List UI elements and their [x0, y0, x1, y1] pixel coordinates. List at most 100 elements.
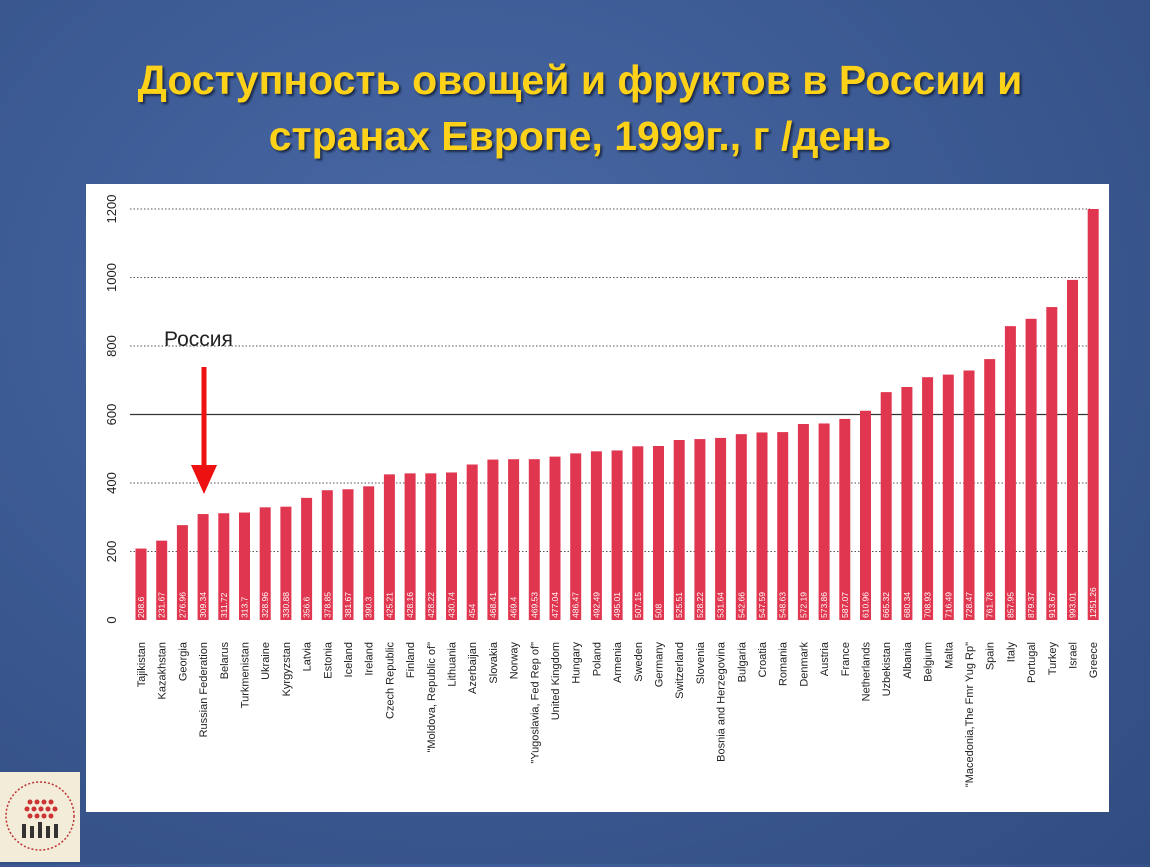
- category-label: Turkmenistan: [240, 642, 252, 708]
- value-label: 425.21: [384, 592, 394, 618]
- bar: [197, 514, 209, 620]
- bar: [1087, 209, 1099, 620]
- bar: [404, 473, 416, 620]
- bar: [984, 359, 996, 620]
- value-label: 330.88: [281, 592, 291, 618]
- bar: [259, 507, 271, 620]
- category-label: Russian Federation: [198, 642, 210, 737]
- category-label: Finland: [405, 642, 417, 678]
- slide-title: Доступность овощей и фруктов в России и …: [40, 52, 1120, 164]
- value-label: 525.51: [674, 592, 684, 618]
- y-tick-label: 1000: [104, 263, 119, 292]
- value-label: 716.49: [943, 592, 953, 618]
- value-label: 381.67: [343, 592, 353, 618]
- bars: [135, 209, 1099, 620]
- category-label: Belgium: [923, 642, 935, 682]
- category-label: Belarus: [219, 642, 231, 680]
- bar: [653, 446, 664, 620]
- value-label: 879.37: [1026, 592, 1036, 618]
- value-label: 469.4: [509, 596, 519, 618]
- category-label: Slovakia: [488, 641, 500, 683]
- bar: [673, 440, 685, 620]
- category-label: Germany: [654, 642, 666, 688]
- category-label: Croatia: [757, 641, 769, 677]
- value-label: 311.72: [219, 592, 229, 618]
- value-label: 665.32: [881, 592, 891, 618]
- category-label: Ireland: [364, 642, 376, 676]
- category-label: Kyrgyzstan: [281, 642, 293, 696]
- bar: [632, 446, 644, 620]
- category-label: Portugal: [1026, 642, 1038, 683]
- category-label: "Macedonia,The Fmr Yug Rp": [964, 642, 976, 787]
- category-label: Slovenia: [695, 641, 707, 684]
- value-label: 531.64: [716, 592, 726, 618]
- bar: [321, 490, 333, 620]
- bar: [797, 424, 809, 620]
- bar: [508, 459, 520, 620]
- value-label: 428.16: [405, 592, 415, 618]
- bar: [694, 439, 706, 620]
- bar: [301, 497, 313, 620]
- bar: [860, 410, 871, 620]
- value-label: 469.53: [529, 592, 539, 618]
- bar: [942, 374, 954, 620]
- category-label: Denmark: [798, 642, 810, 687]
- bar: [1025, 318, 1037, 620]
- bar: [922, 377, 934, 620]
- bar: [570, 453, 582, 620]
- bar: [1046, 307, 1058, 620]
- bar: [218, 513, 230, 620]
- y-tick-label: 800: [104, 335, 119, 357]
- value-label: 548.63: [778, 592, 788, 618]
- bar: [590, 451, 602, 620]
- category-label: France: [840, 642, 852, 676]
- bar: [549, 456, 561, 620]
- bar: [715, 437, 727, 620]
- value-label: 468.41: [488, 592, 498, 618]
- value-label: 680.34: [902, 592, 912, 618]
- category-label: United Kingdom: [550, 642, 562, 720]
- bar: [446, 472, 457, 620]
- value-label: 913.67: [1047, 592, 1057, 618]
- y-tick-label: 0: [104, 616, 119, 623]
- slide-title-line-1: Доступность овощей и фруктов в России и: [137, 57, 1023, 103]
- category-label: Uzbekistan: [881, 642, 893, 696]
- bar: [777, 432, 789, 620]
- bar: [342, 489, 354, 620]
- russia-annotation: Россия: [164, 328, 233, 351]
- bar: [818, 423, 830, 620]
- category-label: Greece: [1088, 642, 1100, 678]
- category-label: Kazakhstan: [157, 642, 169, 699]
- category-label: Italy: [1005, 642, 1017, 663]
- value-label: 572.19: [798, 592, 808, 618]
- value-label: 428.22: [426, 592, 436, 618]
- value-label: 378.85: [322, 592, 332, 618]
- category-label: Turkey: [1047, 642, 1059, 676]
- bar: [1067, 279, 1078, 620]
- category-label: Estonia: [322, 641, 334, 679]
- bar: [756, 432, 768, 620]
- bar: [963, 370, 975, 620]
- value-label: 309.34: [198, 592, 208, 618]
- value-label: 708.93: [923, 592, 933, 618]
- value-label: 390.3: [364, 596, 374, 618]
- category-label: Bulgaria: [736, 641, 748, 682]
- category-label: Hungary: [571, 642, 583, 684]
- russia-arrow-icon: [191, 367, 217, 494]
- value-label: 477.04: [550, 592, 560, 618]
- value-label: 857.95: [1005, 592, 1015, 618]
- value-label: 993.01: [1068, 592, 1078, 618]
- category-label: Poland: [591, 642, 603, 676]
- logo-emblem: [0, 772, 80, 862]
- value-label: 610.96: [861, 592, 871, 618]
- value-label: 276.96: [177, 592, 187, 618]
- value-label: 231.67: [157, 592, 167, 618]
- value-label: 547.59: [757, 592, 767, 618]
- bar: [239, 512, 250, 620]
- value-label: 507.15: [633, 592, 643, 618]
- value-label: 486.47: [571, 592, 581, 618]
- category-label: Romania: [778, 641, 790, 686]
- value-label: 761.78: [985, 592, 995, 618]
- bar-chart: 0 200 400 600 800 1000 1200 208.6 231.67 276.96 3…: [104, 195, 1100, 788]
- bar: [176, 525, 188, 620]
